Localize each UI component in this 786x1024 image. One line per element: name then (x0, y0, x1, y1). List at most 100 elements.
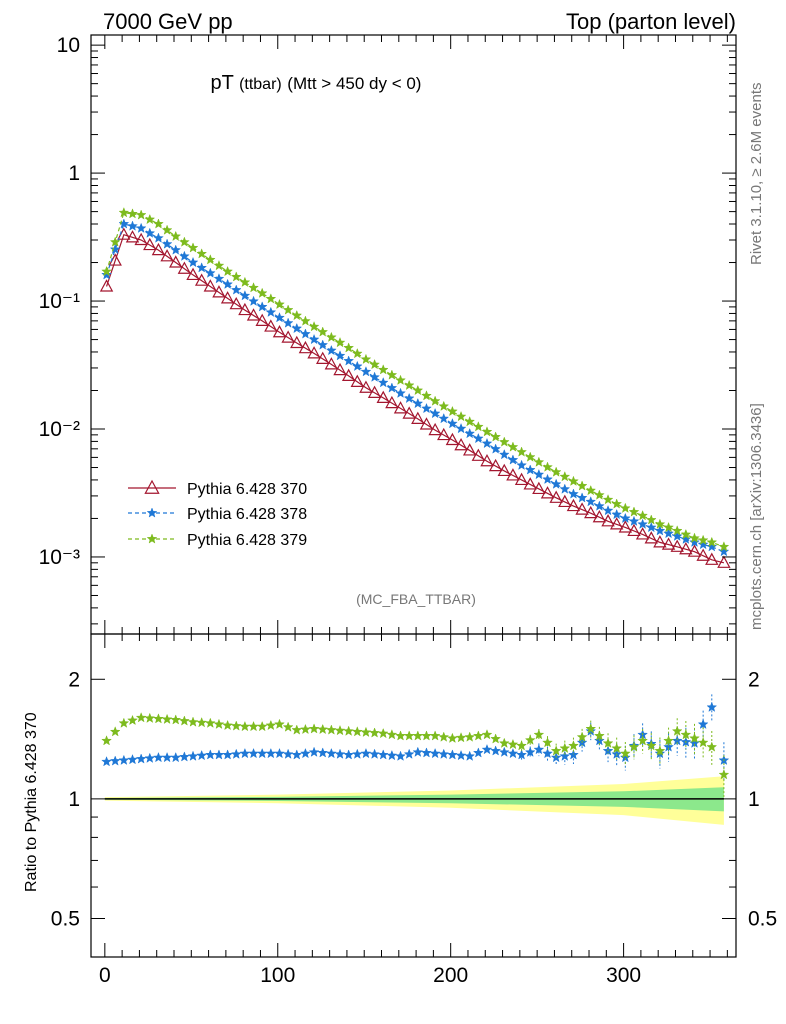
data-point (230, 271, 242, 282)
data-point (127, 753, 138, 765)
data-point (160, 249, 174, 262)
data-point (472, 432, 484, 444)
y-tick-label: 10 (57, 34, 80, 57)
data-point (645, 521, 657, 533)
data-point (178, 236, 190, 247)
data-point (359, 380, 373, 393)
data-point (403, 730, 415, 741)
data-point (153, 751, 164, 763)
data-point (135, 753, 147, 764)
data-point (462, 443, 477, 456)
data-point (637, 518, 649, 529)
data-point (109, 726, 121, 737)
data-point (186, 267, 200, 281)
data-point (343, 725, 355, 736)
data-point (118, 754, 130, 765)
data-point (680, 533, 692, 544)
data-point (663, 521, 674, 533)
data-point (619, 502, 631, 513)
data-point (524, 734, 536, 745)
ratio-panel: 2 2 1 1 0.5 0.5 0 100 200 300 (51, 633, 777, 987)
data-point (324, 357, 339, 370)
data-point (411, 411, 425, 424)
data-point (125, 230, 140, 243)
legend-entry-379: Pythia 6.428 379 (128, 532, 307, 549)
data-point (464, 427, 476, 439)
data-point (127, 714, 138, 726)
data-point (282, 748, 294, 759)
data-point (143, 237, 157, 251)
data-point (506, 468, 520, 481)
data-point (109, 243, 121, 255)
data-point (377, 364, 389, 375)
data-point (689, 532, 700, 543)
mcplots-label: mcplots.cern.ch [arXiv:1306.3436] (748, 403, 765, 630)
data-point (178, 715, 190, 726)
data-point (593, 489, 605, 500)
data-point (395, 374, 406, 385)
data-point (386, 729, 398, 740)
analysis-label: (MC_FBA_TTBAR) (356, 591, 476, 607)
plot-title-main: pT (211, 72, 234, 94)
data-point (687, 544, 702, 557)
data-point (135, 712, 147, 723)
series-379 (101, 207, 730, 552)
data-point (576, 492, 588, 503)
series-line (105, 233, 725, 564)
legend-label-370: Pythia 6.428 370 (187, 481, 307, 498)
data-point (282, 304, 294, 315)
data-point (213, 259, 225, 271)
process-label: Top (parton level) (566, 9, 736, 34)
data-point (248, 282, 259, 293)
data-point (706, 701, 718, 712)
data-point (127, 220, 138, 231)
data-point (178, 751, 190, 762)
data-point (343, 355, 355, 366)
data-point (204, 267, 216, 278)
data-point (386, 369, 398, 380)
data-point (680, 528, 692, 540)
data-point (464, 731, 476, 742)
data-point (395, 750, 406, 761)
data-point (144, 752, 156, 763)
data-point (222, 278, 234, 289)
data-point (635, 527, 650, 540)
data-point (246, 308, 261, 321)
data-point (533, 468, 545, 480)
data-point (718, 541, 730, 552)
data-point (333, 362, 347, 376)
data-point (601, 514, 615, 527)
data-point (109, 236, 121, 247)
data-point (403, 392, 415, 404)
data-point (498, 746, 510, 757)
x-tick-label: 100 (260, 964, 295, 987)
series-378 (101, 218, 730, 557)
data-point (446, 749, 458, 760)
data-point (194, 273, 209, 286)
data-point (230, 720, 242, 731)
plot-title-cut: (Mtt > 450 dy < 0) (287, 74, 421, 93)
data-point (533, 743, 545, 755)
legend-label-379: Pythia 6.428 379 (187, 532, 307, 549)
data-point (290, 335, 304, 349)
data-point (230, 284, 242, 295)
data-point (334, 724, 346, 736)
data-point (533, 729, 545, 740)
data-point (161, 224, 173, 235)
data-point (135, 222, 147, 233)
data-point (490, 443, 502, 454)
data-point (654, 745, 666, 756)
data-point (108, 253, 122, 266)
data-point (412, 746, 424, 757)
y-tick-label: 10⁻³ (39, 546, 80, 569)
data-point (645, 514, 657, 525)
data-point (298, 340, 313, 354)
data-point (507, 738, 519, 750)
x-tick-label: 300 (606, 964, 641, 987)
data-point (196, 749, 208, 761)
data-point (213, 718, 225, 729)
data-point (204, 717, 216, 728)
data-point (455, 422, 467, 434)
data-point (153, 713, 164, 724)
